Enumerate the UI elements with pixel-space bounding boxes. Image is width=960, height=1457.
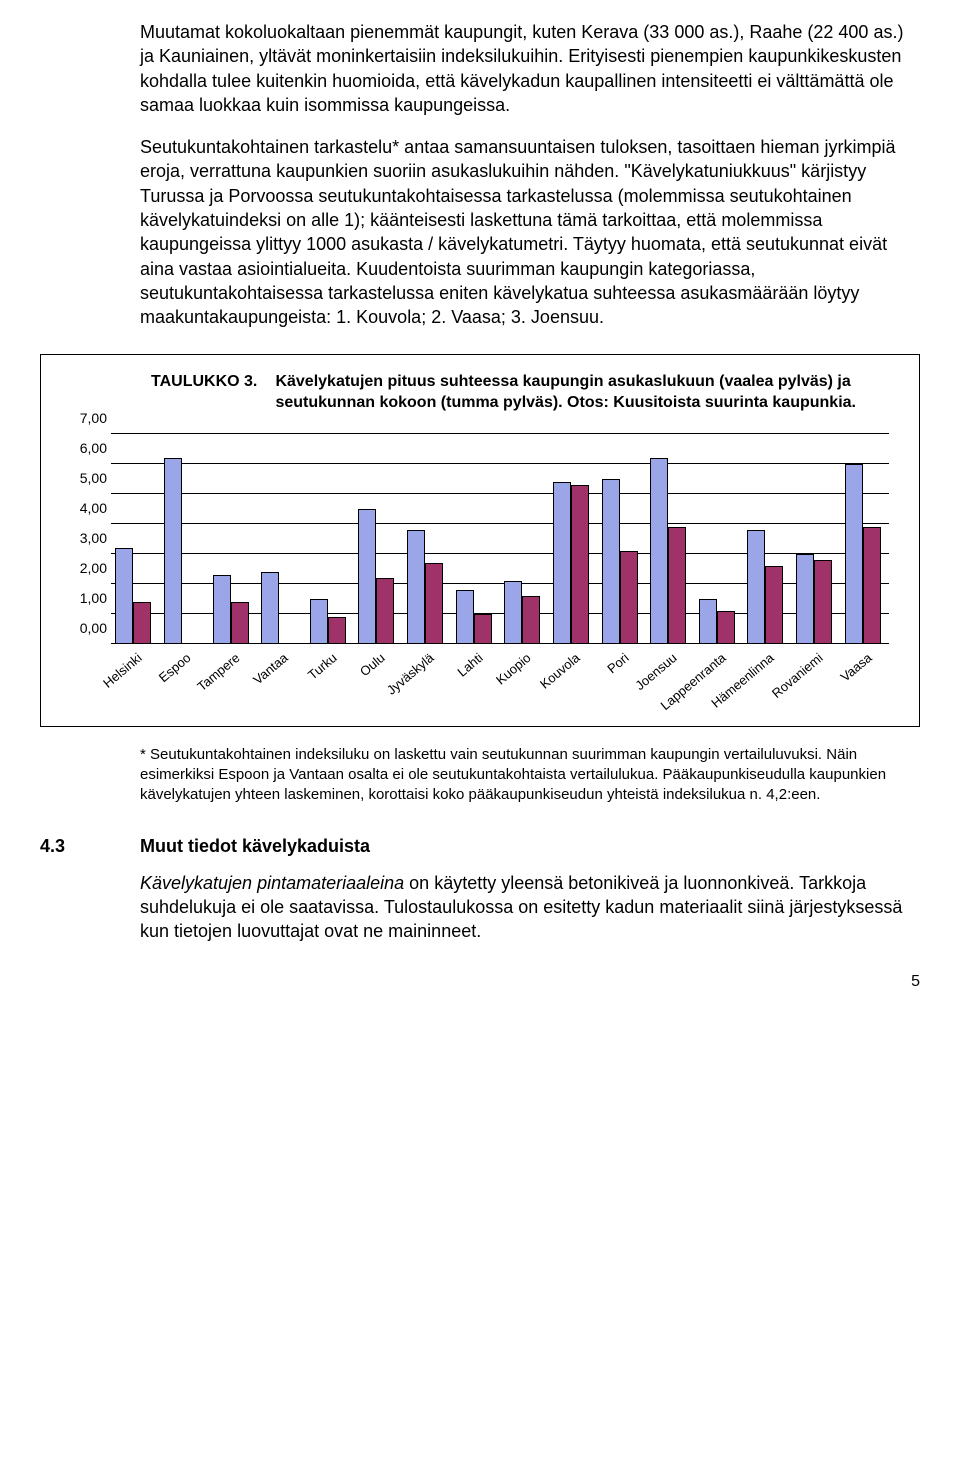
chart-ytick: 0,00 [65,620,107,636]
chart-xlabel: Rovaniemi [796,646,836,714]
bar-group [650,458,690,644]
bar-group [699,599,739,644]
bar-light [796,554,814,644]
bar-dark [376,578,394,644]
bar-group [310,599,350,644]
bar-light [407,530,425,644]
bar-dark [474,614,492,644]
bar-group [164,458,204,644]
paragraph-1: Muutamat kokoluokaltaan pienemmät kaupun… [140,20,920,117]
chart-xlabel: Jyväskylä [407,646,447,714]
bar-light [602,479,620,644]
bar-dark [328,617,346,644]
bar-light [747,530,765,644]
chart-caption: TAULUKKO 3. Kävelykatujen pituus suhtees… [151,371,899,414]
chart-xlabel: Turku [310,646,350,714]
chart-xlabel: Vaasa [845,646,885,714]
bar-light [358,509,376,644]
bar-group [358,509,398,644]
bar-dark [863,527,881,644]
bar-dark [814,560,832,644]
chart-ytick: 2,00 [65,560,107,576]
bar-dark [133,602,151,644]
footnote-asterisk: * [140,746,150,763]
bar-dark [620,551,638,644]
chart-bars [111,434,889,644]
paragraph-2: Seutukuntakohtainen tarkastelu* antaa sa… [140,135,920,329]
footnote-text: Seutukuntakohtainen indeksiluku on laske… [140,746,886,804]
bar-group [504,581,544,644]
chart-ytick: 6,00 [65,440,107,456]
bar-group [456,590,496,644]
bar-group [845,464,885,644]
bar-group [602,479,642,644]
bar-group [747,530,787,644]
chart-ytick: 1,00 [65,590,107,606]
chart-xlabel: Kouvola [553,646,593,714]
bar-light [504,581,522,644]
bar-group [553,482,593,644]
bar-group [796,554,836,644]
bar-group [407,530,447,644]
bar-light [553,482,571,644]
chart-caption-lead: TAULUKKO 3. [151,371,271,393]
bar-dark [571,485,589,644]
chart-ytick: 5,00 [65,470,107,486]
bar-dark [765,566,783,644]
chart-ytick: 4,00 [65,500,107,516]
chart-ytick: 3,00 [65,530,107,546]
section-header: 4.3 Muut tiedot kävelykaduista [40,836,920,857]
bar-light [115,548,133,644]
bar-dark [522,596,540,644]
paragraph-3-lead: Kävelykatujen pintamateriaaleina [140,873,404,893]
bar-light [650,458,668,644]
chart-container: TAULUKKO 3. Kävelykatujen pituus suhtees… [40,354,920,727]
bar-light [164,458,182,644]
bar-light [261,572,279,644]
page-number: 5 [40,973,920,991]
bar-light [213,575,231,644]
section-number: 4.3 [40,836,100,857]
bar-light [456,590,474,644]
chart-ytick: 7,00 [65,410,107,426]
bar-dark [668,527,686,644]
chart-xlabel: Lahti [456,646,496,714]
chart-footnote: * Seutukuntakohtainen indeksiluku on las… [140,745,920,806]
bar-chart: HelsinkiEspooTampereVantaaTurkuOuluJyväs… [61,434,899,714]
bar-light [310,599,328,644]
bar-group [213,575,253,644]
bar-light [845,464,863,644]
chart-x-labels: HelsinkiEspooTampereVantaaTurkuOuluJyväs… [111,646,889,714]
bar-dark [717,611,735,644]
bar-dark [231,602,249,644]
bar-dark [425,563,443,644]
bar-group [115,548,155,644]
chart-caption-text: Kävelykatujen pituus suhteessa kaupungin… [275,371,893,414]
chart-xlabel: Vantaa [261,646,301,714]
chart-xlabel: Helsinki [115,646,155,714]
paragraph-3: Kävelykatujen pintamateriaaleina on käyt… [140,871,920,944]
chart-xlabel: Tampere [213,646,253,714]
bar-light [699,599,717,644]
section-title: Muut tiedot kävelykaduista [140,836,370,857]
bar-group [261,572,301,644]
